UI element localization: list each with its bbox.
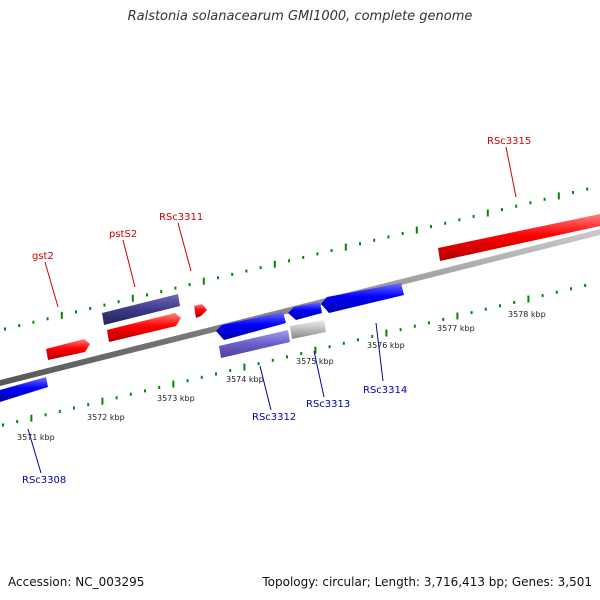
kbp-label: 3573 kbp bbox=[157, 394, 195, 403]
label-gst2: gst2 bbox=[32, 251, 54, 262]
gene-RSc3314 bbox=[321, 283, 404, 313]
forward-gene-arrows bbox=[46, 214, 600, 360]
kbp-labels: 3571 kbp 3572 kbp 3573 kbp 3574 kbp 3575… bbox=[17, 310, 546, 442]
leader-gst2 bbox=[44, 261, 59, 308]
kbp-label: 3575 kbp bbox=[296, 357, 334, 366]
kbp-label: 3578 kbp bbox=[508, 310, 546, 319]
label-RSc3314: RSc3314 bbox=[363, 385, 407, 396]
gene-RSc3312 bbox=[216, 312, 286, 340]
reverse-gene-arrows bbox=[0, 283, 404, 402]
leader-RSc3314 bbox=[375, 322, 384, 382]
gene-light-purple bbox=[219, 330, 290, 358]
gene-dark-purple bbox=[102, 294, 180, 325]
genome-summary-text: Topology: circular; Length: 3,716,413 bp… bbox=[262, 575, 592, 589]
gene-grey bbox=[290, 320, 326, 339]
gene-RSc3308 bbox=[0, 377, 48, 402]
leader-RSc3311 bbox=[177, 222, 192, 272]
kbp-label: 3576 kbp bbox=[367, 341, 405, 350]
reverse-gene-labels: RSc3308 RSc3312 RSc3313 RSc3314 bbox=[22, 322, 407, 486]
leader-RSc3312 bbox=[259, 365, 272, 411]
gene-gst2 bbox=[46, 339, 90, 360]
label-RSc3315: RSc3315 bbox=[487, 136, 531, 147]
leader-RSc3313 bbox=[313, 350, 325, 398]
leader-pstS2 bbox=[122, 239, 136, 288]
kbp-label: 3571 kbp bbox=[17, 433, 55, 442]
gene-pstS2 bbox=[107, 313, 181, 342]
gene-RSc3311 bbox=[194, 304, 207, 318]
forward-tick-row bbox=[4, 187, 589, 331]
label-RSc3308: RSc3308 bbox=[22, 475, 66, 486]
map-title: Ralstonia solanacearum GMI1000, complete… bbox=[127, 9, 473, 24]
kbp-label: 3574 kbp bbox=[226, 375, 264, 384]
leader-RSc3308 bbox=[27, 428, 42, 474]
leader-RSc3315 bbox=[505, 146, 517, 198]
gene-RSc3315 bbox=[438, 214, 600, 261]
gene-RSc3313 bbox=[288, 302, 322, 320]
forward-gene-labels: gst2 pstS2 RSc3311 RSc3315 bbox=[32, 136, 531, 308]
kbp-label: 3577 kbp bbox=[437, 324, 475, 333]
label-pstS2: pstS2 bbox=[109, 229, 137, 240]
label-RSc3313: RSc3313 bbox=[306, 399, 350, 410]
accession-text: Accession: NC_003295 bbox=[8, 575, 145, 589]
reverse-tick-row bbox=[2, 283, 587, 427]
kbp-label: 3572 kbp bbox=[87, 413, 125, 422]
label-RSc3311: RSc3311 bbox=[159, 212, 203, 223]
label-RSc3312: RSc3312 bbox=[252, 412, 296, 423]
